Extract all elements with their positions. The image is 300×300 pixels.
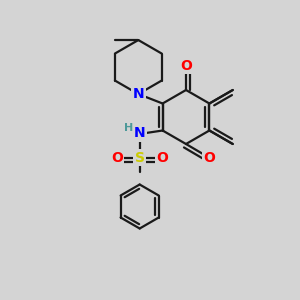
Text: S: S <box>135 151 145 164</box>
Text: O: O <box>157 151 169 164</box>
Text: N: N <box>133 87 144 101</box>
Text: O: O <box>203 151 215 164</box>
Text: H: H <box>124 123 133 133</box>
Text: O: O <box>180 59 192 73</box>
Text: N: N <box>134 126 146 140</box>
Text: O: O <box>111 151 123 164</box>
